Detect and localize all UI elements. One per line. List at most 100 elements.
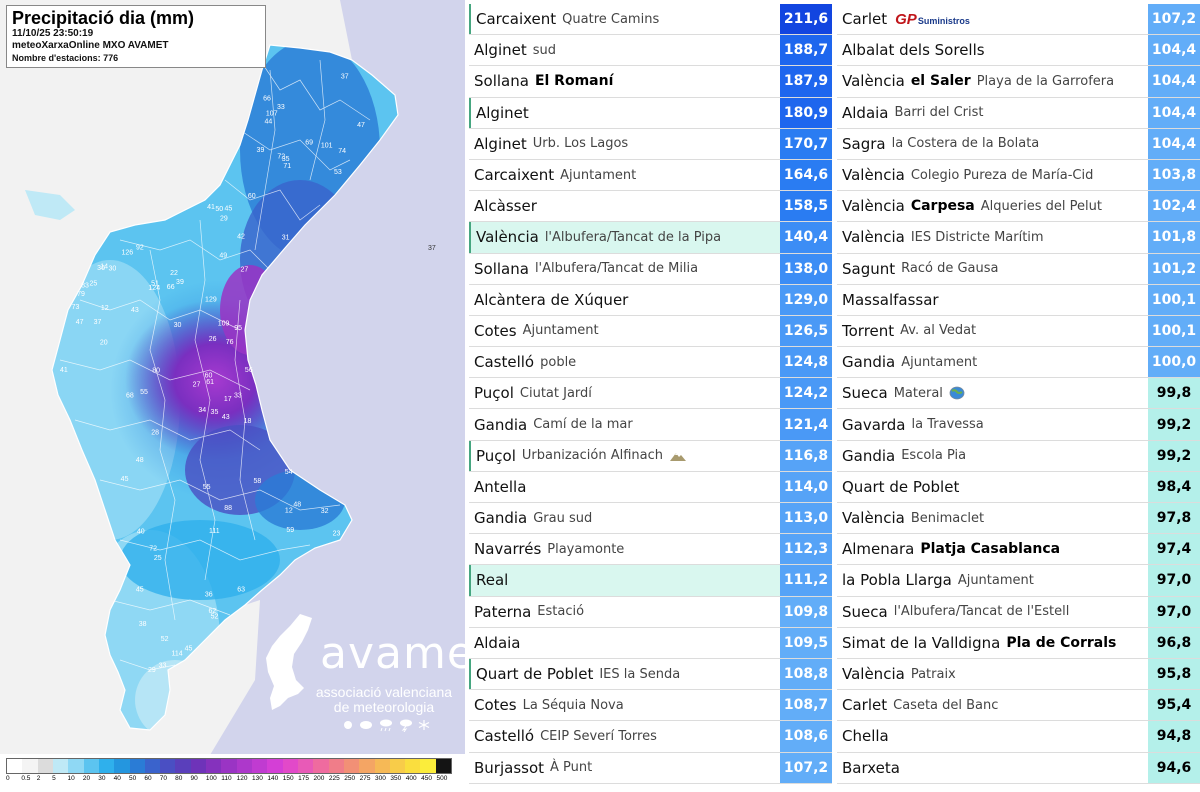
station-value: 47 [357, 122, 365, 129]
station-municipality: València [842, 509, 905, 528]
station-location: Ajuntament [901, 354, 978, 370]
station-value: 14 [100, 263, 108, 270]
station-value: 33 [159, 662, 167, 669]
station-municipality: Castelló [474, 727, 535, 746]
station-municipality: Gandia [474, 509, 528, 528]
station-row: València Benimaclet 97,8 [837, 503, 1200, 535]
station-value: 71 [283, 163, 291, 170]
legend-label: 175 [298, 775, 309, 782]
station-name-cell: Real [469, 565, 780, 596]
station-value: 83 [81, 283, 89, 290]
station-row: Alginet 180,9 [469, 97, 832, 129]
station-value: 26 [209, 336, 217, 343]
station-row: Sueca Materal 99,8 [837, 378, 1200, 410]
map-station-count: Nombre d'estacions: 776 [12, 53, 119, 63]
station-value: 45 [121, 476, 129, 483]
map-canvas: 4361253345355620343141273938504754603626… [0, 0, 465, 792]
station-row: Chella 94,8 [837, 721, 1200, 753]
legend-label: 5 [52, 775, 56, 782]
station-value: 48 [293, 502, 301, 509]
station-value: 124 [148, 285, 160, 292]
station-name-cell: València Carpesa Alqueries del Pelut [837, 191, 1148, 221]
precipitation-value: 126,5 [780, 315, 832, 347]
logo-wordmark: avamet [320, 628, 465, 679]
station-value: 101 [321, 142, 333, 149]
station-municipality: Burjassot [474, 758, 545, 777]
station-municipality: Sagunt [842, 259, 896, 278]
station-value: 53 [334, 169, 342, 176]
station-municipality: Castelló [474, 353, 535, 372]
legend-swatch [435, 759, 452, 773]
station-municipality: Cotes [474, 321, 517, 340]
station-row: Gavarda la Travessa 99,2 [837, 409, 1200, 441]
legend-label: 100 [205, 775, 217, 782]
logo-subtitle-2: de meteorologia [333, 699, 435, 715]
station-value: 60 [248, 193, 256, 200]
station-value: 42 [237, 234, 245, 241]
station-location: Quatre Camins [562, 11, 660, 27]
offshore-station-label: 37 [428, 245, 436, 252]
station-location: CEIP Severí Torres [540, 728, 657, 744]
precipitation-value: 97,0 [1148, 596, 1200, 627]
station-municipality: Almenara [842, 540, 915, 559]
station-value: 12 [101, 305, 109, 312]
station-value: 30 [109, 266, 117, 273]
station-municipality: Gandia [842, 446, 896, 465]
station-name-cell: Alcàsser [469, 191, 780, 221]
legend-label: 120 [236, 775, 248, 782]
station-municipality: Sollana [474, 72, 529, 91]
station-row: Gandia Escola Pia 99,2 [837, 440, 1200, 472]
precipitation-value: 104,4 [1148, 97, 1200, 128]
legend-label: 130 [252, 775, 263, 782]
station-value: 37 [341, 74, 349, 81]
station-location: l'Albufera/Tancat de Milia [534, 261, 699, 277]
station-municipality: Massalfassar [842, 290, 939, 309]
precipitation-value: 100,1 [1148, 315, 1200, 347]
station-name-cell: Sollana l'Albufera/Tancat de Milia [469, 254, 780, 284]
legend-swatch [175, 759, 191, 773]
legend-swatch [7, 759, 23, 773]
station-value: 32 [321, 508, 329, 515]
precipitation-value: 100,1 [1148, 284, 1200, 315]
station-municipality: València [842, 228, 905, 247]
legend-swatch [359, 759, 375, 773]
station-name-cell: Puçol Urbanización Alfinach [469, 440, 780, 471]
station-value: 107 [266, 110, 278, 117]
station-value: 72 [149, 546, 157, 553]
station-name-cell: Antella [469, 472, 780, 502]
station-row: Carlet GP Suministros 107,2 [837, 4, 1200, 36]
legend-swatch [129, 759, 145, 773]
station-name-cell: Burjassot À Punt [469, 753, 780, 783]
legend-label: 50 [129, 775, 137, 782]
station-value: 80 [152, 368, 160, 375]
station-locality: Carpesa [910, 198, 975, 215]
station-name-cell: la Pobla Llarga Ajuntament [837, 565, 1148, 595]
land-outside [0, 0, 352, 755]
station-municipality: Carcaixent [474, 166, 555, 185]
station-value: 36 [205, 592, 213, 599]
station-name-cell: Alcàntera de Xúquer [469, 285, 780, 315]
precipitation-value: 113,0 [780, 503, 832, 534]
station-row: Real 111,2 [469, 565, 832, 597]
precipitation-value: 99,2 [1148, 440, 1200, 471]
station-municipality: Puçol [474, 384, 514, 403]
station-row: València Carpesa Alqueries del Pelut 102,4 [837, 191, 1200, 223]
precipitation-value: 114,0 [780, 471, 832, 502]
precipitation-value: 211,6 [780, 4, 832, 35]
station-municipality: Puçol [476, 446, 516, 465]
station-municipality: València [476, 228, 539, 247]
station-value: 55 [140, 389, 148, 396]
station-municipality: Aldaia [842, 103, 889, 122]
station-municipality: València [842, 665, 905, 684]
precipitation-value: 180,9 [780, 97, 832, 128]
station-value: 45 [185, 645, 193, 652]
station-row: Carcaixent Ajuntament 164,6 [469, 159, 832, 192]
station-value: 54 [285, 469, 293, 476]
station-value: 55 [203, 484, 211, 491]
station-value: 44 [264, 119, 272, 126]
legend-label: 20 [82, 775, 91, 782]
station-value: 126 [121, 250, 133, 257]
station-value: 88 [224, 505, 232, 512]
precipitation-value: 101,8 [1148, 222, 1200, 253]
legend-swatch [405, 759, 421, 773]
